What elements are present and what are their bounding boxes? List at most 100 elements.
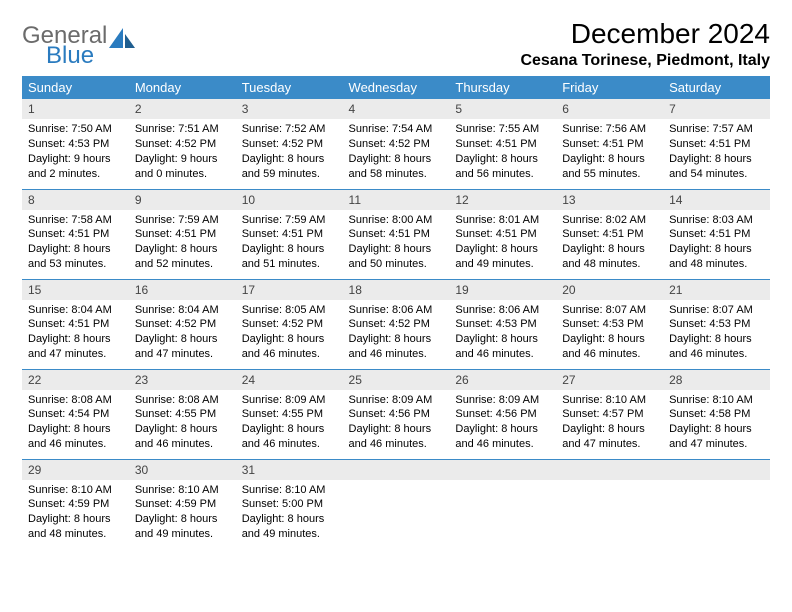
calendar-day-cell [449, 459, 556, 549]
daylight-line: Daylight: 8 hours and 54 minutes. [669, 152, 764, 182]
day-body: Sunrise: 7:52 AMSunset: 4:52 PMDaylight:… [236, 119, 343, 187]
weekday-header: Friday [556, 76, 663, 99]
daylight-line: Daylight: 8 hours and 59 minutes. [242, 152, 337, 182]
sunset-line: Sunset: 4:52 PM [349, 317, 444, 332]
daylight-line: Daylight: 9 hours and 0 minutes. [135, 152, 230, 182]
day-number: 30 [129, 460, 236, 480]
logo-word-2: Blue [46, 44, 94, 68]
calendar-day-cell: 18Sunrise: 8:06 AMSunset: 4:52 PMDayligh… [343, 279, 450, 369]
calendar-day-cell [343, 459, 450, 549]
weekday-header: Wednesday [343, 76, 450, 99]
day-number: 11 [343, 190, 450, 210]
calendar-day-cell: 21Sunrise: 8:07 AMSunset: 4:53 PMDayligh… [663, 279, 770, 369]
daylight-line: Daylight: 8 hours and 58 minutes. [349, 152, 444, 182]
day-number: 7 [663, 99, 770, 119]
sunrise-line: Sunrise: 8:02 AM [562, 213, 657, 228]
calendar-week-row: 29Sunrise: 8:10 AMSunset: 4:59 PMDayligh… [22, 459, 770, 549]
day-number-empty [556, 460, 663, 480]
weekday-header: Monday [129, 76, 236, 99]
sunrise-line: Sunrise: 8:07 AM [669, 303, 764, 318]
calendar-day-cell: 2Sunrise: 7:51 AMSunset: 4:52 PMDaylight… [129, 99, 236, 189]
day-body: Sunrise: 8:09 AMSunset: 4:56 PMDaylight:… [449, 390, 556, 458]
sunset-line: Sunset: 4:56 PM [349, 407, 444, 422]
day-body: Sunrise: 8:01 AMSunset: 4:51 PMDaylight:… [449, 210, 556, 278]
sunrise-line: Sunrise: 8:10 AM [669, 393, 764, 408]
daylight-line: Daylight: 8 hours and 46 minutes. [455, 332, 550, 362]
calendar-day-cell: 28Sunrise: 8:10 AMSunset: 4:58 PMDayligh… [663, 369, 770, 459]
sunrise-line: Sunrise: 8:10 AM [242, 483, 337, 498]
day-body: Sunrise: 8:06 AMSunset: 4:53 PMDaylight:… [449, 300, 556, 368]
sunrise-line: Sunrise: 8:04 AM [135, 303, 230, 318]
sunset-line: Sunset: 4:53 PM [28, 137, 123, 152]
day-number: 8 [22, 190, 129, 210]
calendar-day-cell: 12Sunrise: 8:01 AMSunset: 4:51 PMDayligh… [449, 189, 556, 279]
weekday-header-row: Sunday Monday Tuesday Wednesday Thursday… [22, 76, 770, 99]
calendar-day-cell: 25Sunrise: 8:09 AMSunset: 4:56 PMDayligh… [343, 369, 450, 459]
sunset-line: Sunset: 4:51 PM [28, 227, 123, 242]
weekday-header: Sunday [22, 76, 129, 99]
day-number: 27 [556, 370, 663, 390]
day-number: 15 [22, 280, 129, 300]
sunrise-line: Sunrise: 8:07 AM [562, 303, 657, 318]
month-title: December 2024 [520, 18, 770, 50]
logo-sail-icon [109, 28, 135, 48]
sunrise-line: Sunrise: 8:04 AM [28, 303, 123, 318]
sunset-line: Sunset: 4:51 PM [562, 227, 657, 242]
day-body: Sunrise: 7:56 AMSunset: 4:51 PMDaylight:… [556, 119, 663, 187]
sunset-line: Sunset: 4:57 PM [562, 407, 657, 422]
daylight-line: Daylight: 8 hours and 46 minutes. [135, 422, 230, 452]
day-number: 17 [236, 280, 343, 300]
sunset-line: Sunset: 4:59 PM [135, 497, 230, 512]
calendar-day-cell: 26Sunrise: 8:09 AMSunset: 4:56 PMDayligh… [449, 369, 556, 459]
sunset-line: Sunset: 4:52 PM [135, 137, 230, 152]
sunrise-line: Sunrise: 8:03 AM [669, 213, 764, 228]
calendar-day-cell: 8Sunrise: 7:58 AMSunset: 4:51 PMDaylight… [22, 189, 129, 279]
sunset-line: Sunset: 4:51 PM [349, 227, 444, 242]
day-number: 21 [663, 280, 770, 300]
calendar-day-cell: 4Sunrise: 7:54 AMSunset: 4:52 PMDaylight… [343, 99, 450, 189]
daylight-line: Daylight: 8 hours and 47 minutes. [562, 422, 657, 452]
day-number: 31 [236, 460, 343, 480]
sunrise-line: Sunrise: 8:09 AM [242, 393, 337, 408]
daylight-line: Daylight: 8 hours and 46 minutes. [242, 422, 337, 452]
daylight-line: Daylight: 8 hours and 53 minutes. [28, 242, 123, 272]
calendar-week-row: 22Sunrise: 8:08 AMSunset: 4:54 PMDayligh… [22, 369, 770, 459]
calendar-day-cell: 17Sunrise: 8:05 AMSunset: 4:52 PMDayligh… [236, 279, 343, 369]
day-number: 19 [449, 280, 556, 300]
day-number: 5 [449, 99, 556, 119]
sunset-line: Sunset: 4:52 PM [135, 317, 230, 332]
daylight-line: Daylight: 8 hours and 46 minutes. [349, 332, 444, 362]
sunrise-line: Sunrise: 7:51 AM [135, 122, 230, 137]
day-number: 3 [236, 99, 343, 119]
day-body: Sunrise: 8:09 AMSunset: 4:56 PMDaylight:… [343, 390, 450, 458]
calendar-day-cell: 22Sunrise: 8:08 AMSunset: 4:54 PMDayligh… [22, 369, 129, 459]
day-number: 9 [129, 190, 236, 210]
sunrise-line: Sunrise: 7:55 AM [455, 122, 550, 137]
sunset-line: Sunset: 4:54 PM [28, 407, 123, 422]
sunrise-line: Sunrise: 7:59 AM [135, 213, 230, 228]
sunrise-line: Sunrise: 8:08 AM [28, 393, 123, 408]
day-body: Sunrise: 8:00 AMSunset: 4:51 PMDaylight:… [343, 210, 450, 278]
daylight-line: Daylight: 8 hours and 47 minutes. [28, 332, 123, 362]
sunrise-line: Sunrise: 7:54 AM [349, 122, 444, 137]
daylight-line: Daylight: 8 hours and 49 minutes. [455, 242, 550, 272]
day-number: 13 [556, 190, 663, 210]
day-number: 29 [22, 460, 129, 480]
daylight-line: Daylight: 8 hours and 46 minutes. [28, 422, 123, 452]
day-body: Sunrise: 8:10 AMSunset: 4:59 PMDaylight:… [22, 480, 129, 548]
calendar-day-cell: 13Sunrise: 8:02 AMSunset: 4:51 PMDayligh… [556, 189, 663, 279]
calendar-day-cell: 30Sunrise: 8:10 AMSunset: 4:59 PMDayligh… [129, 459, 236, 549]
daylight-line: Daylight: 8 hours and 46 minutes. [242, 332, 337, 362]
day-body: Sunrise: 8:10 AMSunset: 4:58 PMDaylight:… [663, 390, 770, 458]
sunset-line: Sunset: 4:51 PM [455, 227, 550, 242]
sunset-line: Sunset: 4:53 PM [455, 317, 550, 332]
sunset-line: Sunset: 4:51 PM [562, 137, 657, 152]
daylight-line: Daylight: 8 hours and 51 minutes. [242, 242, 337, 272]
sunset-line: Sunset: 4:53 PM [669, 317, 764, 332]
daylight-line: Daylight: 8 hours and 49 minutes. [242, 512, 337, 542]
calendar-day-cell: 19Sunrise: 8:06 AMSunset: 4:53 PMDayligh… [449, 279, 556, 369]
day-number: 26 [449, 370, 556, 390]
weekday-header: Saturday [663, 76, 770, 99]
day-body: Sunrise: 8:04 AMSunset: 4:51 PMDaylight:… [22, 300, 129, 368]
calendar-day-cell: 29Sunrise: 8:10 AMSunset: 4:59 PMDayligh… [22, 459, 129, 549]
